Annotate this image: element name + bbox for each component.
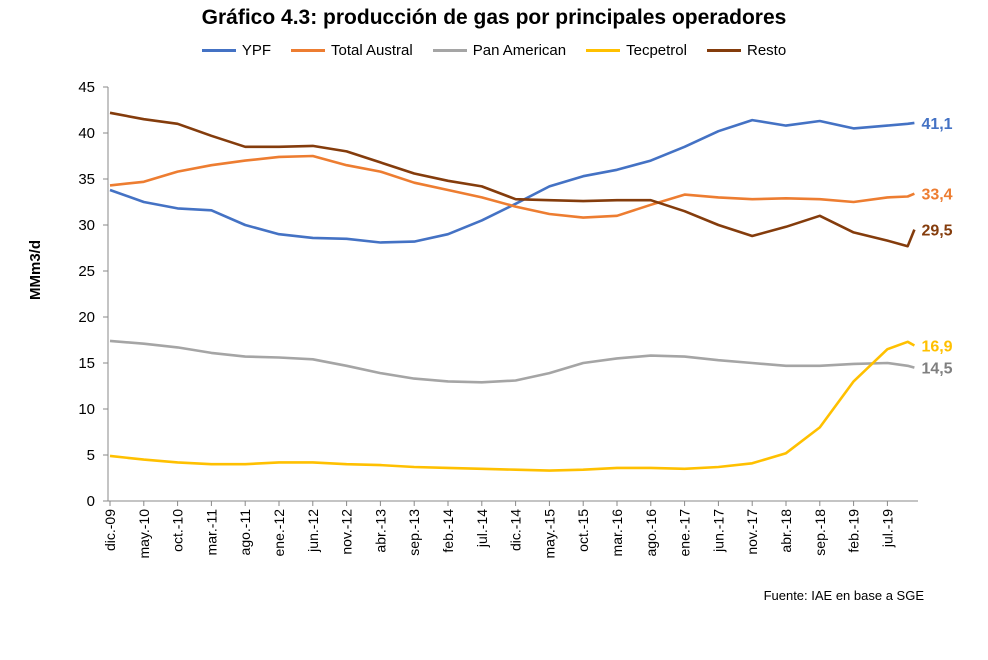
x-tick-label: jul.-14 <box>474 509 490 548</box>
y-tick-label: 30 <box>78 217 95 234</box>
y-tick-label: 15 <box>78 355 95 372</box>
end-value-label: 16,9 <box>921 339 952 356</box>
end-value-label: 41,1 <box>921 116 952 133</box>
x-tick-label: jun.-12 <box>305 509 321 553</box>
x-tick-label: dic.-14 <box>508 509 524 551</box>
x-tick-label: mar.-11 <box>203 509 219 556</box>
x-tick-label: oct.-10 <box>170 509 186 552</box>
legend: YPF Total Austral Pan American Tecpetrol Res… <box>0 42 988 59</box>
legend-swatch <box>201 49 236 52</box>
x-tick-label: ene.-12 <box>271 509 287 557</box>
legend-item: Resto <box>706 42 787 59</box>
legend-item: YPF <box>201 42 271 59</box>
series-line-ypf <box>109 118 915 244</box>
legend-label: YPF <box>241 42 271 59</box>
legend-swatch <box>291 49 325 52</box>
x-tick-label: ago.-11 <box>237 509 253 556</box>
x-tick-label: abr.-13 <box>372 509 388 553</box>
x-tick-label: ene.-17 <box>677 509 693 557</box>
x-tick-label: sep.-13 <box>406 509 422 556</box>
x-tick-label: may.-10 <box>136 509 152 559</box>
legend-swatch <box>586 49 621 52</box>
end-value-label: 33,4 <box>921 187 952 204</box>
end-value-label: 29,5 <box>921 223 952 240</box>
x-tick-label: ago.-16 <box>643 509 659 557</box>
x-tick-label: sep.-18 <box>812 509 828 556</box>
legend-label: Resto <box>746 42 787 59</box>
y-tick-label: 0 <box>87 493 95 510</box>
x-tick-label: jun.-17 <box>710 509 726 553</box>
y-tick-label: 35 <box>78 171 95 188</box>
series-line-tecpetrol <box>109 340 916 472</box>
x-tick-label: feb.-14 <box>440 509 456 553</box>
x-tick-label: mar.-16 <box>609 509 625 557</box>
legend-label: Tecpetrol <box>626 42 687 59</box>
x-tick-label: oct.-15 <box>575 509 591 552</box>
y-tick-label: 45 <box>78 79 95 96</box>
legend-label: Total Austral <box>331 42 413 59</box>
legend-item: Tecpetrol <box>586 42 687 59</box>
x-tick-label: nov.-17 <box>744 509 760 555</box>
legend-label: Pan American <box>472 42 567 59</box>
x-tick-label: dic.-09 <box>102 509 118 551</box>
y-tick-label: 5 <box>87 447 95 464</box>
x-tick-label: jul.-19 <box>879 509 895 548</box>
y-tick-label: 10 <box>78 401 95 418</box>
legend-item: Pan American <box>432 42 567 59</box>
legend-item: Total Austral <box>291 42 413 59</box>
x-tick-label: may.-15 <box>541 509 557 559</box>
x-tick-label: nov.-12 <box>339 509 355 555</box>
legend-swatch <box>432 49 467 52</box>
y-axis-label: MMm3/d <box>27 240 44 300</box>
x-tick-label: feb.-19 <box>846 509 862 553</box>
end-value-label: 14,5 <box>921 361 952 378</box>
legend-swatch <box>706 49 741 52</box>
series-line-resto <box>109 111 916 248</box>
y-tick-label: 40 <box>78 125 95 142</box>
series-line-pan-american <box>109 339 915 384</box>
chart-title: Gráfico 4.3: producción de gas por princ… <box>201 6 787 29</box>
y-tick-label: 20 <box>78 309 95 326</box>
x-tick-label: abr.-18 <box>778 509 794 553</box>
series-line-total-austral <box>109 154 915 219</box>
y-tick-label: 25 <box>78 263 95 280</box>
source-note: Fuente: IAE en base a SGE <box>763 588 924 603</box>
